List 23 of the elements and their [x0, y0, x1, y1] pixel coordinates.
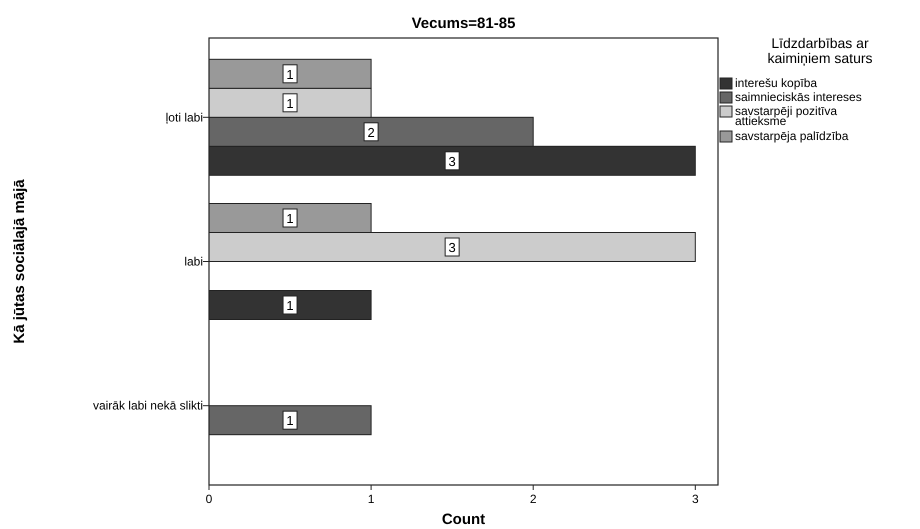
- legend-label: saimnieciskās intereses: [735, 90, 862, 104]
- legend-label: savstarpēja palīdzība: [735, 129, 849, 143]
- legend-label: savstarpēji pozitīva attieksme: [735, 104, 838, 128]
- x-axis-title: Count: [442, 511, 486, 528]
- data-label: 1: [286, 66, 294, 82]
- legend-label: interešu kopība: [735, 76, 818, 90]
- y-tick-label: vairāk labi nekā slikti: [92, 398, 203, 413]
- data-label: 1: [286, 298, 294, 313]
- data-label: 1: [286, 211, 294, 226]
- y-axis-title: Kā jūtas sociālajā mājā: [11, 178, 28, 344]
- data-label: 2: [367, 124, 375, 140]
- data-label: 3: [448, 240, 456, 255]
- x-tick-label: 2: [530, 492, 537, 506]
- x-tick-label: 3: [692, 492, 699, 506]
- legend-title: Līdzdarbības ar kaimiņiem saturs: [767, 35, 873, 66]
- data-label: 3: [448, 154, 456, 169]
- y-tick-label: ļoti labi: [166, 110, 203, 124]
- data-label: 1: [286, 96, 294, 111]
- y-tick-label: labi: [184, 254, 203, 268]
- x-tick-label: 0: [206, 492, 213, 506]
- data-label: 1: [286, 413, 294, 428]
- x-tick-label: 1: [368, 492, 375, 506]
- chart-title: Vecums=81-85: [412, 15, 516, 32]
